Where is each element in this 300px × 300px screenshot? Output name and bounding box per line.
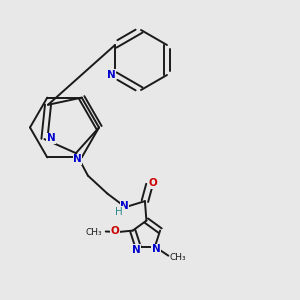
Text: CH₃: CH₃ [85, 228, 102, 237]
Text: N: N [132, 245, 141, 255]
Text: O: O [111, 226, 120, 236]
Text: N: N [120, 201, 129, 211]
Text: N: N [107, 70, 116, 80]
Text: N: N [152, 244, 161, 254]
Text: H: H [115, 207, 123, 217]
Text: N: N [46, 133, 56, 143]
Text: CH₃: CH₃ [170, 253, 187, 262]
Text: N: N [73, 154, 82, 164]
Text: O: O [148, 178, 158, 188]
